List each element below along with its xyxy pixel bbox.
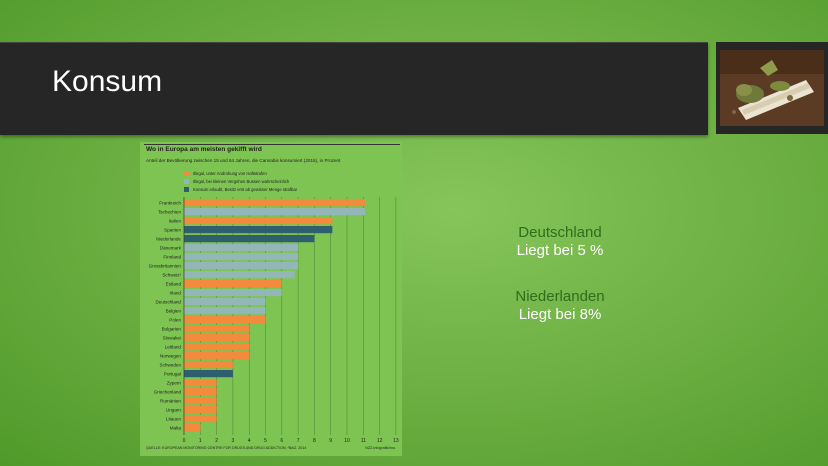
legend-item-erlaubt: Konsum erlaubt, Besitz erst ab gewisser …	[184, 187, 297, 193]
x-tick-label: 4	[248, 438, 251, 444]
category-label: Lettland	[165, 345, 182, 350]
bar	[184, 289, 282, 297]
fact-value-deutschland: Liegt bei 5 %	[516, 242, 604, 259]
x-tick-label: 11	[361, 438, 366, 444]
category-label: Slowakei	[163, 336, 181, 341]
fact-country-deutschland: Deutschland	[518, 224, 602, 241]
bar	[184, 271, 295, 279]
bar	[184, 370, 233, 378]
category-label: Ungarn	[166, 408, 182, 413]
category-label: Bulgarien	[162, 327, 182, 332]
bar	[184, 388, 217, 396]
category-label: Deutschland	[155, 300, 181, 305]
bar	[184, 352, 250, 360]
category-label: Spanien	[164, 228, 181, 233]
chart-credit: NZZ-Infografik/lmu.	[365, 446, 396, 450]
bar-chart: 0 1 2 3 4 5 6 7 8 9 10 11 12 13FrankreichTschechienIt…	[149, 197, 399, 444]
cannabis-joint-photo	[720, 50, 824, 126]
category-label: Schweden	[160, 363, 182, 368]
category-label: Schweiz¹	[162, 273, 181, 278]
bar	[184, 217, 333, 225]
bar	[184, 208, 365, 216]
x-tick-label: 9	[329, 438, 332, 444]
category-label: Malta	[170, 426, 182, 431]
bar	[184, 325, 250, 333]
legend-swatch-grey	[184, 179, 189, 185]
x-tick-label: 5	[264, 438, 267, 444]
x-tick-label: 2	[215, 438, 218, 444]
bar	[184, 334, 250, 342]
facts-panel: Deutschland Liegt bei 5 % Niederlanden L…	[480, 224, 640, 324]
bar	[184, 379, 217, 387]
x-tick-label: 3	[232, 438, 235, 444]
category-label: Polen	[169, 318, 181, 323]
bar	[184, 316, 266, 324]
category-label: Estland	[166, 282, 182, 287]
legend-label: Konsum erlaubt, Besitz erst ab gewisser …	[193, 187, 298, 192]
photo-frame	[716, 42, 828, 134]
x-tick-label: 8	[313, 438, 316, 444]
legend-label: Illegal, bei kleinen Vergehen Bussen wah…	[193, 179, 290, 184]
legend-swatch-orange	[184, 171, 189, 177]
x-tick-label: 1	[199, 438, 202, 444]
legend-swatch-teal	[184, 187, 189, 193]
bar	[184, 415, 217, 423]
category-label: Finnland	[163, 255, 181, 260]
x-tick-label: 6	[280, 438, 283, 444]
x-tick-label: 7	[297, 438, 300, 444]
chart-title: Wo in Europa am meisten gekifft wird	[146, 146, 262, 153]
category-label: Niederlande	[156, 237, 181, 242]
chart-top-rule	[144, 144, 400, 145]
category-label: Dänemark	[160, 246, 182, 251]
photo-illustration	[720, 50, 824, 126]
slide-title: Konsum	[52, 65, 163, 98]
title-bar: Konsum	[0, 42, 708, 135]
fact-value-niederlanden: Liegt bei 8%	[518, 306, 602, 323]
category-label: Zypern	[167, 381, 182, 386]
bar	[184, 226, 333, 234]
bar	[184, 397, 217, 405]
x-tick-label: 12	[377, 438, 383, 444]
category-label: Italien	[169, 219, 182, 224]
x-tick-label: 10	[344, 438, 350, 444]
bar	[184, 307, 266, 315]
bar	[184, 253, 299, 261]
legend-item-illegal-haft: Illegal, unter Androhung von Haftstrafen	[184, 171, 267, 177]
category-label: Irland	[170, 291, 182, 296]
category-label: Frankreich	[159, 201, 181, 206]
category-label: Norwegen	[160, 354, 181, 359]
bar	[184, 343, 250, 351]
bar	[184, 406, 217, 414]
bar	[184, 280, 282, 288]
bar	[184, 262, 299, 270]
bar	[184, 361, 233, 369]
bar	[184, 298, 266, 306]
category-label: Portugal	[164, 372, 181, 377]
chart-panel: Wo in Europa am meisten gekifft wird Ant…	[140, 142, 402, 456]
category-label: Belgien	[166, 309, 182, 314]
category-label: Rumänien	[160, 399, 181, 404]
chart-subtitle: Anteil der Bevölkerung zwischen 15 und 6…	[146, 158, 341, 163]
bar	[184, 199, 365, 207]
bar	[184, 244, 299, 252]
legend-item-illegal-bussen: Illegal, bei kleinen Vergehen Bussen wah…	[184, 179, 289, 185]
category-label: Griechenland	[154, 390, 182, 395]
x-tick-label: 0	[183, 438, 186, 444]
category-label: Grossbritannien	[149, 264, 182, 269]
category-label: Tschechien	[158, 210, 181, 215]
chart-source: QUELLE: EUROPEAN MONITORING CENTRE FOR D…	[146, 446, 307, 450]
bar	[184, 424, 201, 432]
fact-country-niederlanden: Niederlanden	[515, 288, 605, 305]
legend-label: Illegal, unter Androhung von Haftstrafen	[193, 171, 267, 176]
x-tick-label: 13	[393, 438, 399, 444]
bar	[184, 235, 315, 243]
category-label: Litauen	[166, 417, 182, 422]
